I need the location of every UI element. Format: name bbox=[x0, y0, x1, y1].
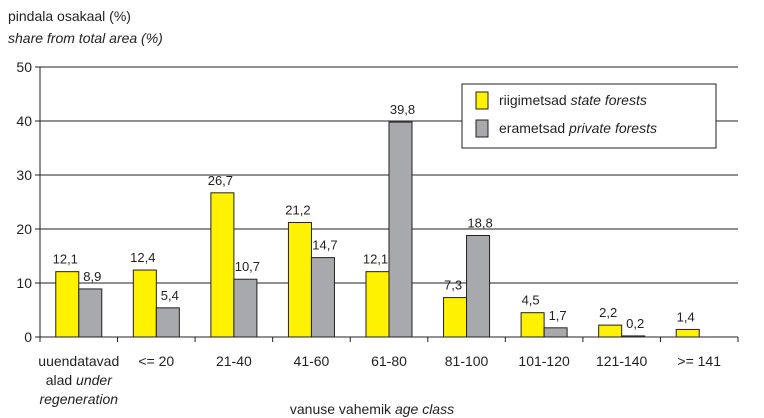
x-tick-label: <= 20 bbox=[138, 353, 174, 369]
y-axis-subtitle: share from total area (%) bbox=[8, 30, 163, 46]
bar-state-3 bbox=[287, 222, 312, 338]
data-label: 4,5 bbox=[522, 293, 540, 308]
x-axis-title: vanuse vahemik age class bbox=[290, 401, 454, 417]
legend-swatch bbox=[475, 91, 489, 110]
y-tick-label: 30 bbox=[16, 167, 32, 183]
bar-state-5 bbox=[443, 297, 468, 338]
legend-item: riigimetsad state forests bbox=[499, 92, 647, 108]
x-tick-label: >= 141 bbox=[677, 353, 721, 369]
data-label: 7,3 bbox=[444, 278, 462, 293]
y-tick-label: 50 bbox=[16, 59, 32, 75]
bar-state-1 bbox=[132, 269, 157, 338]
x-tick-label: 81-100 bbox=[445, 353, 489, 369]
bar-state-0 bbox=[55, 271, 80, 338]
y-tick-label: 0 bbox=[24, 329, 32, 345]
y-tick-label: 40 bbox=[16, 113, 32, 129]
bar-private-5 bbox=[466, 234, 491, 338]
bar-state-4 bbox=[365, 271, 390, 338]
x-tick-label: regeneration bbox=[39, 391, 118, 407]
y-tick-label: 20 bbox=[16, 221, 32, 237]
data-label: 2,2 bbox=[599, 305, 617, 320]
bar-private-2 bbox=[233, 278, 258, 338]
data-label: 39,8 bbox=[390, 102, 415, 117]
x-tick-label: 21-40 bbox=[216, 353, 252, 369]
data-label: 0,2 bbox=[626, 316, 644, 331]
bar-private-0 bbox=[78, 288, 103, 338]
x-tick-label: 101-120 bbox=[518, 353, 570, 369]
bar-private-1 bbox=[155, 307, 180, 338]
data-label: 8,9 bbox=[83, 269, 101, 284]
data-label: 12,4 bbox=[130, 250, 155, 265]
bar-state-8 bbox=[675, 328, 700, 338]
data-label: 12,1 bbox=[53, 252, 78, 267]
data-label: 14,7 bbox=[312, 238, 337, 253]
bar-private-4 bbox=[388, 121, 413, 338]
bar-state-7 bbox=[598, 324, 623, 338]
data-label: 10,7 bbox=[235, 259, 260, 274]
y-axis-title: pindala osakaal (%) bbox=[8, 8, 131, 24]
x-tick-label: 61-80 bbox=[371, 353, 407, 369]
data-label: 21,2 bbox=[285, 203, 310, 218]
legend-swatch bbox=[475, 119, 489, 138]
legend-item: erametsad private forests bbox=[499, 120, 657, 136]
x-tick-label: 121-140 bbox=[596, 353, 648, 369]
bar-state-6 bbox=[520, 312, 545, 338]
y-tick-label: 10 bbox=[16, 275, 32, 291]
x-tick-label: 41-60 bbox=[294, 353, 330, 369]
legend bbox=[461, 83, 717, 149]
bar-private-6 bbox=[543, 327, 568, 338]
x-tick-label: alad under bbox=[46, 372, 114, 388]
bar-private-3 bbox=[310, 257, 335, 338]
data-label: 26,7 bbox=[208, 173, 233, 188]
data-label: 12,1 bbox=[363, 252, 388, 267]
bar-state-2 bbox=[210, 192, 235, 338]
data-label: 1,4 bbox=[677, 309, 695, 324]
data-label: 18,8 bbox=[467, 215, 492, 230]
x-tick-label: uuendatavad bbox=[38, 353, 119, 369]
data-label: 1,7 bbox=[549, 308, 567, 323]
data-label: 5,4 bbox=[161, 288, 179, 303]
